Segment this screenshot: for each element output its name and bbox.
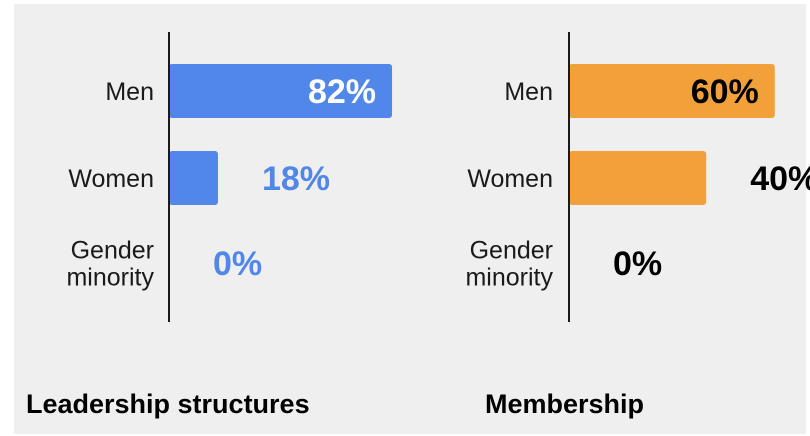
bar-0	[169, 64, 393, 118]
bar-1	[569, 151, 707, 205]
category-label: Men	[504, 78, 553, 106]
chart-title: Leadership structures	[26, 389, 310, 419]
value-label: 18%	[262, 160, 330, 198]
category-label: Gender minority	[465, 237, 553, 292]
chart-title: Membership	[485, 389, 644, 419]
category-label: Gender minority	[66, 237, 154, 292]
value-label: 40%	[750, 160, 810, 198]
bar-0	[569, 64, 775, 118]
value-label: 60%	[691, 73, 759, 111]
bar-1	[169, 151, 218, 205]
chart-0: Men 82% Women 18% Gender minority 0% Leadership…	[26, 32, 393, 419]
value-label: 0%	[613, 245, 662, 283]
category-label: Women	[467, 165, 553, 193]
category-label: Women	[68, 165, 154, 193]
category-label: Men	[105, 78, 154, 106]
value-label: 0%	[213, 245, 262, 283]
value-label: 82%	[308, 73, 376, 111]
